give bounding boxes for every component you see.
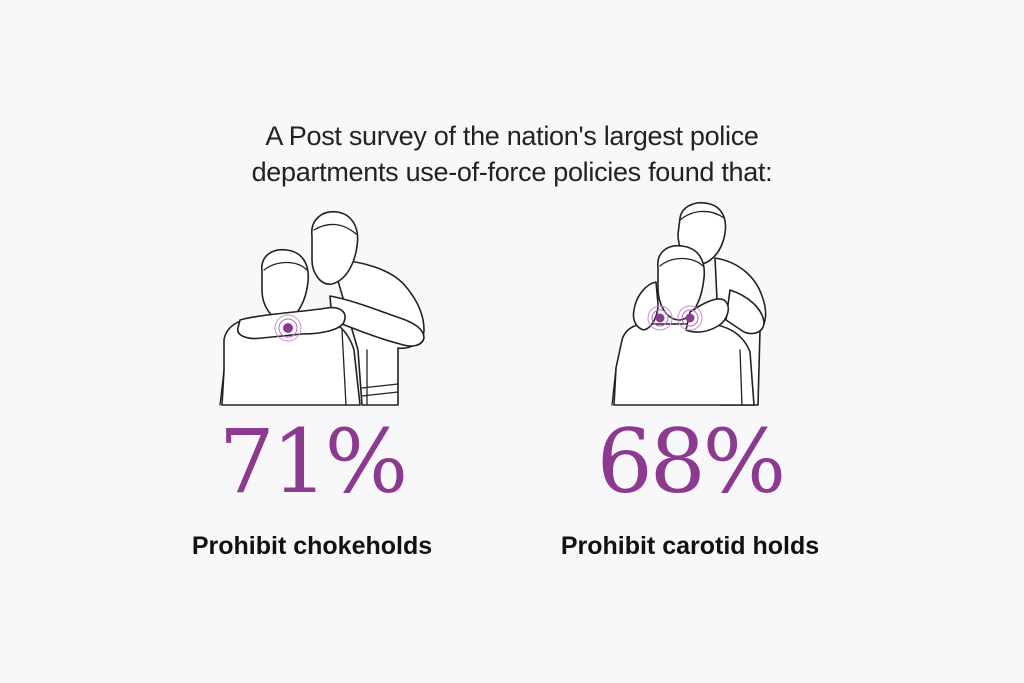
headline-line-2: departments use-of-force policies found … <box>251 157 773 187</box>
subject-figure <box>611 244 755 406</box>
carotid-hold-illustration <box>611 202 767 406</box>
chokehold-illustration <box>219 211 425 406</box>
headline: A Post survey of the nation's largest po… <box>0 118 1024 190</box>
pressure-point-markers <box>647 305 703 331</box>
officer-figure <box>311 211 425 406</box>
subject-figure <box>219 248 361 406</box>
chokehold-label: Prohibit chokeholds <box>191 532 433 560</box>
carotid-percentage: 68% <box>596 410 787 513</box>
carotid-label: Prohibit carotid holds <box>560 532 820 560</box>
chokehold-percentage: 71% <box>218 410 409 513</box>
headline-line-1: A Post survey of the nation's largest po… <box>265 121 759 151</box>
pressure-point-marker <box>274 314 302 342</box>
